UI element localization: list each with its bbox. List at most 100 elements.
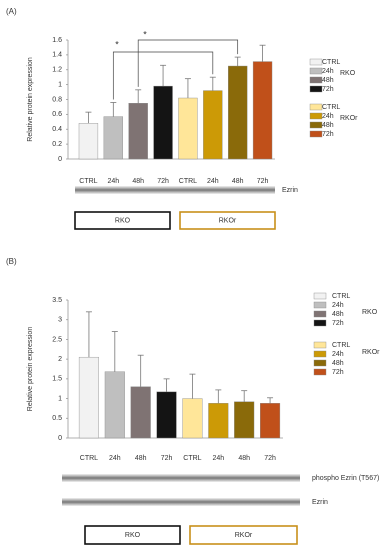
legend-swatch xyxy=(313,359,327,367)
y-tick-label: 0.8 xyxy=(52,96,62,103)
bar xyxy=(182,398,203,439)
legend-swatch xyxy=(309,103,323,111)
legend-swatch xyxy=(309,58,323,66)
legend-swatch xyxy=(309,112,323,120)
legend-label: 48h xyxy=(322,77,334,84)
x-tick-label: 48h xyxy=(132,178,144,185)
x-tick-label: 48h xyxy=(232,178,244,185)
legend-group-label: RKOr xyxy=(340,115,358,122)
group-box-label: RKO xyxy=(115,217,131,224)
legend-label: 24h xyxy=(322,113,334,120)
bar xyxy=(234,401,255,439)
legend-group-label: RKOr xyxy=(362,349,380,356)
x-tick-label: 24h xyxy=(212,455,224,462)
legend-swatch xyxy=(313,292,327,300)
x-tick-label: CTRL xyxy=(183,455,201,462)
y-tick-label: 0.5 xyxy=(52,415,62,422)
blot-band xyxy=(62,498,300,506)
significance-label: * xyxy=(143,29,147,39)
x-tick-label: CTRL xyxy=(79,178,97,185)
legend-label: CTRL xyxy=(322,59,340,66)
bar xyxy=(203,90,223,160)
x-tick-label: 72h xyxy=(257,178,269,185)
legend-label: 24h xyxy=(332,302,344,309)
legend-label: 72h xyxy=(332,320,344,327)
significance-bracket xyxy=(112,51,214,100)
y-axis-label: Relative protein expression xyxy=(27,57,34,142)
x-tick-label: 48h xyxy=(135,455,147,462)
bar xyxy=(104,371,125,439)
legend-label: 72h xyxy=(332,369,344,376)
legend-label: 48h xyxy=(332,311,344,318)
legend-swatch xyxy=(313,319,327,327)
y-tick-label: 0.2 xyxy=(52,141,62,148)
x-tick-label: 72h xyxy=(157,178,169,185)
y-tick-label: 3 xyxy=(58,317,62,324)
group-box xyxy=(179,211,276,230)
legend-label: 48h xyxy=(332,360,344,367)
group-box xyxy=(189,525,298,545)
y-tick-label: 1.6 xyxy=(52,37,62,44)
x-tick-label: 72h xyxy=(161,455,173,462)
legend-group-label: RKO xyxy=(340,70,356,77)
legend-label: 48h xyxy=(322,122,334,129)
legend-swatch xyxy=(309,67,323,75)
blot-label: Ezrin xyxy=(312,499,328,506)
y-tick-label: 3.5 xyxy=(52,297,62,304)
panel-label: (B) xyxy=(6,257,17,266)
legend-swatch xyxy=(309,121,323,129)
x-tick-label: 24h xyxy=(107,178,119,185)
bar xyxy=(228,65,248,160)
y-tick-label: 1.5 xyxy=(52,376,62,383)
legend-swatch xyxy=(313,301,327,309)
x-tick-label: CTRL xyxy=(80,455,98,462)
y-tick-label: 2.5 xyxy=(52,336,62,343)
y-tick-label: 0.4 xyxy=(52,126,62,133)
legend-label: 72h xyxy=(322,86,334,93)
legend-label: 72h xyxy=(322,131,334,138)
legend-label: CTRL xyxy=(322,104,340,111)
legend-label: CTRL xyxy=(332,293,350,300)
bar xyxy=(103,116,123,160)
legend-swatch xyxy=(309,85,323,93)
blot-label: Ezrin xyxy=(282,187,298,194)
legend-label: 24h xyxy=(322,68,334,75)
blot-band xyxy=(75,186,275,194)
x-tick-label: 72h xyxy=(264,455,276,462)
y-tick-label: 0 xyxy=(58,435,62,442)
x-tick-label: 24h xyxy=(207,178,219,185)
y-tick-label: 1.2 xyxy=(52,67,62,74)
legend-swatch xyxy=(309,76,323,84)
bar xyxy=(130,386,151,439)
blot-label: phospho Ezrin (T567) xyxy=(312,475,379,482)
panel-label: (A) xyxy=(6,7,17,16)
bar xyxy=(252,61,273,160)
y-tick-label: 2 xyxy=(58,356,62,363)
bar xyxy=(78,123,99,160)
y-tick-label: 1 xyxy=(58,81,62,88)
group-box-label: RKO xyxy=(125,532,141,539)
x-tick-label: 24h xyxy=(109,455,121,462)
bar xyxy=(153,85,173,160)
legend-swatch xyxy=(313,341,327,349)
bar xyxy=(128,103,148,160)
y-axis-label: Relative protein expression xyxy=(27,327,34,412)
bar xyxy=(260,403,281,439)
bar xyxy=(78,356,99,439)
blot-band xyxy=(62,474,300,482)
legend-swatch xyxy=(309,130,323,138)
bar xyxy=(178,97,198,160)
x-tick-label: 48h xyxy=(238,455,250,462)
group-box xyxy=(84,525,181,545)
group-box xyxy=(74,211,171,230)
significance-bracket xyxy=(137,39,239,87)
y-tick-label: 0 xyxy=(58,156,62,163)
y-tick-label: 1 xyxy=(58,395,62,402)
legend-swatch xyxy=(313,368,327,376)
bar xyxy=(156,391,177,439)
legend-swatch xyxy=(313,350,327,358)
legend-swatch xyxy=(313,310,327,318)
legend-label: 24h xyxy=(332,351,344,358)
